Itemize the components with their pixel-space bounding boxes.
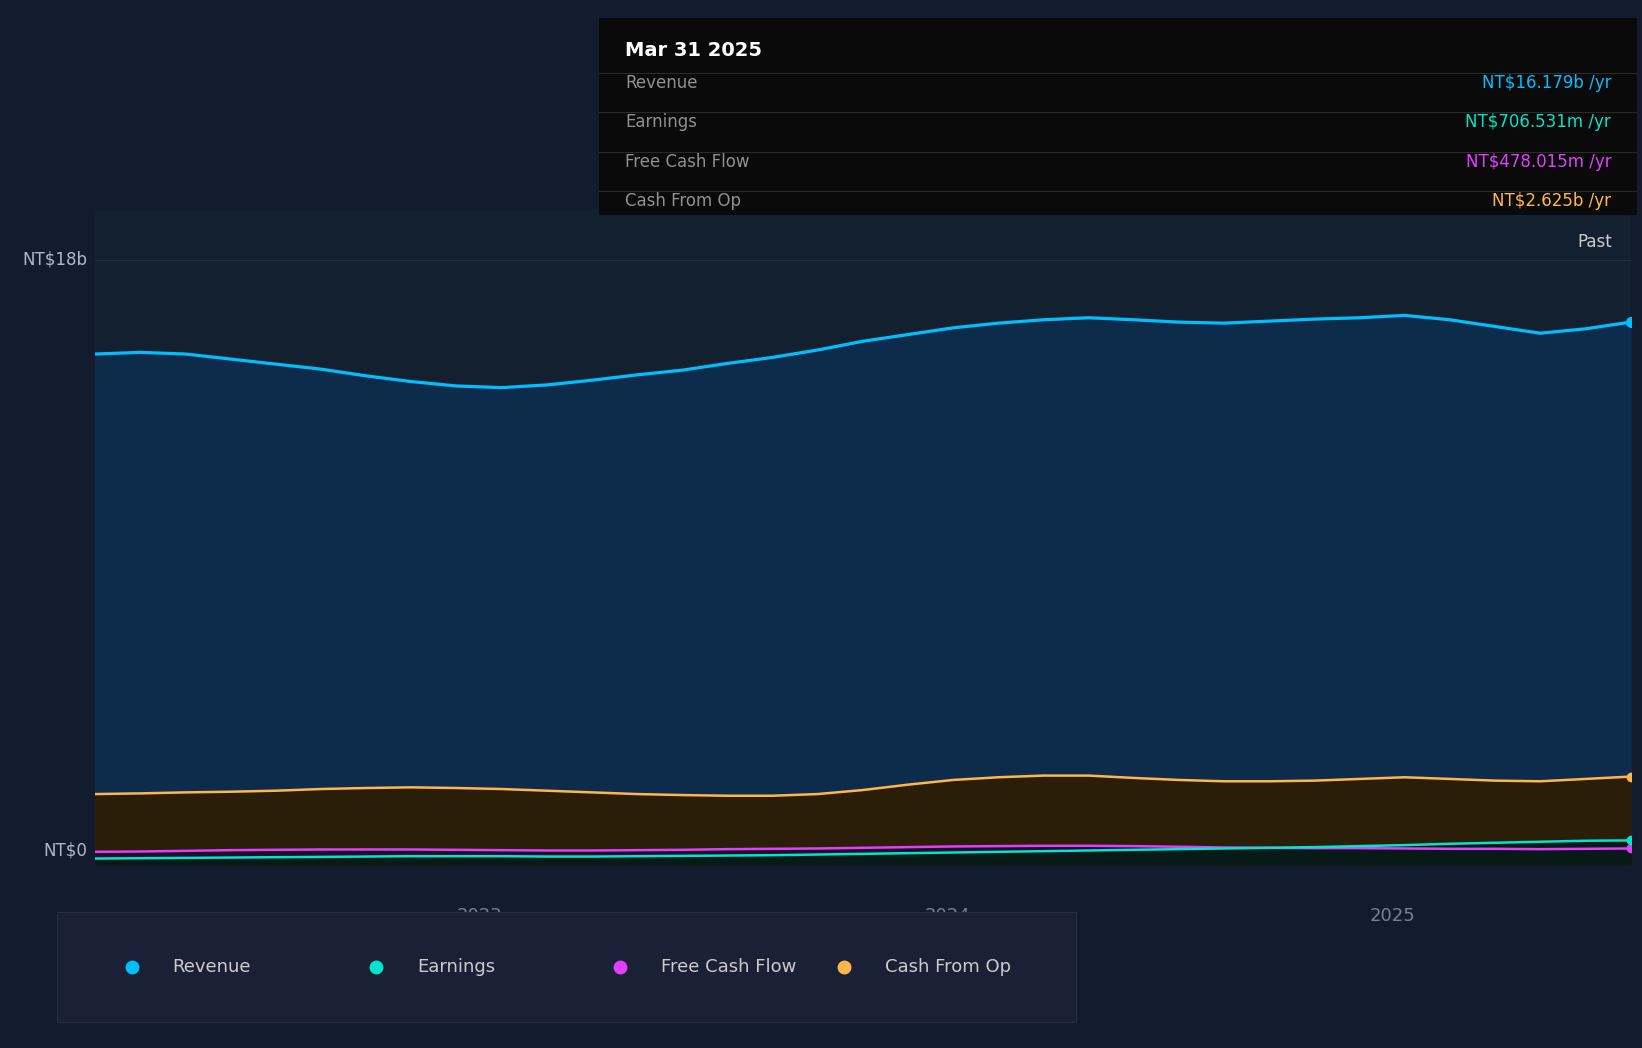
Text: Free Cash Flow: Free Cash Flow bbox=[626, 153, 750, 171]
Text: 2024: 2024 bbox=[924, 908, 970, 925]
Text: 2023: 2023 bbox=[456, 908, 502, 925]
Text: Earnings: Earnings bbox=[417, 958, 494, 976]
Text: NT$706.531m /yr: NT$706.531m /yr bbox=[1465, 113, 1611, 131]
Text: Free Cash Flow: Free Cash Flow bbox=[662, 958, 796, 976]
Text: Revenue: Revenue bbox=[626, 73, 698, 92]
Text: NT$16.179b /yr: NT$16.179b /yr bbox=[1481, 73, 1611, 92]
Text: 2025: 2025 bbox=[1369, 908, 1415, 925]
Text: NT$2.625b /yr: NT$2.625b /yr bbox=[1493, 192, 1611, 210]
Text: Mar 31 2025: Mar 31 2025 bbox=[626, 42, 762, 61]
Text: NT$18b: NT$18b bbox=[23, 250, 87, 269]
Text: Revenue: Revenue bbox=[172, 958, 251, 976]
Text: NT$478.015m /yr: NT$478.015m /yr bbox=[1466, 153, 1611, 171]
Text: Cash From Op: Cash From Op bbox=[626, 192, 741, 210]
Text: NT$0: NT$0 bbox=[44, 842, 87, 859]
Text: Earnings: Earnings bbox=[626, 113, 698, 131]
Text: Past: Past bbox=[1578, 233, 1612, 250]
Text: Cash From Op: Cash From Op bbox=[885, 958, 1011, 976]
